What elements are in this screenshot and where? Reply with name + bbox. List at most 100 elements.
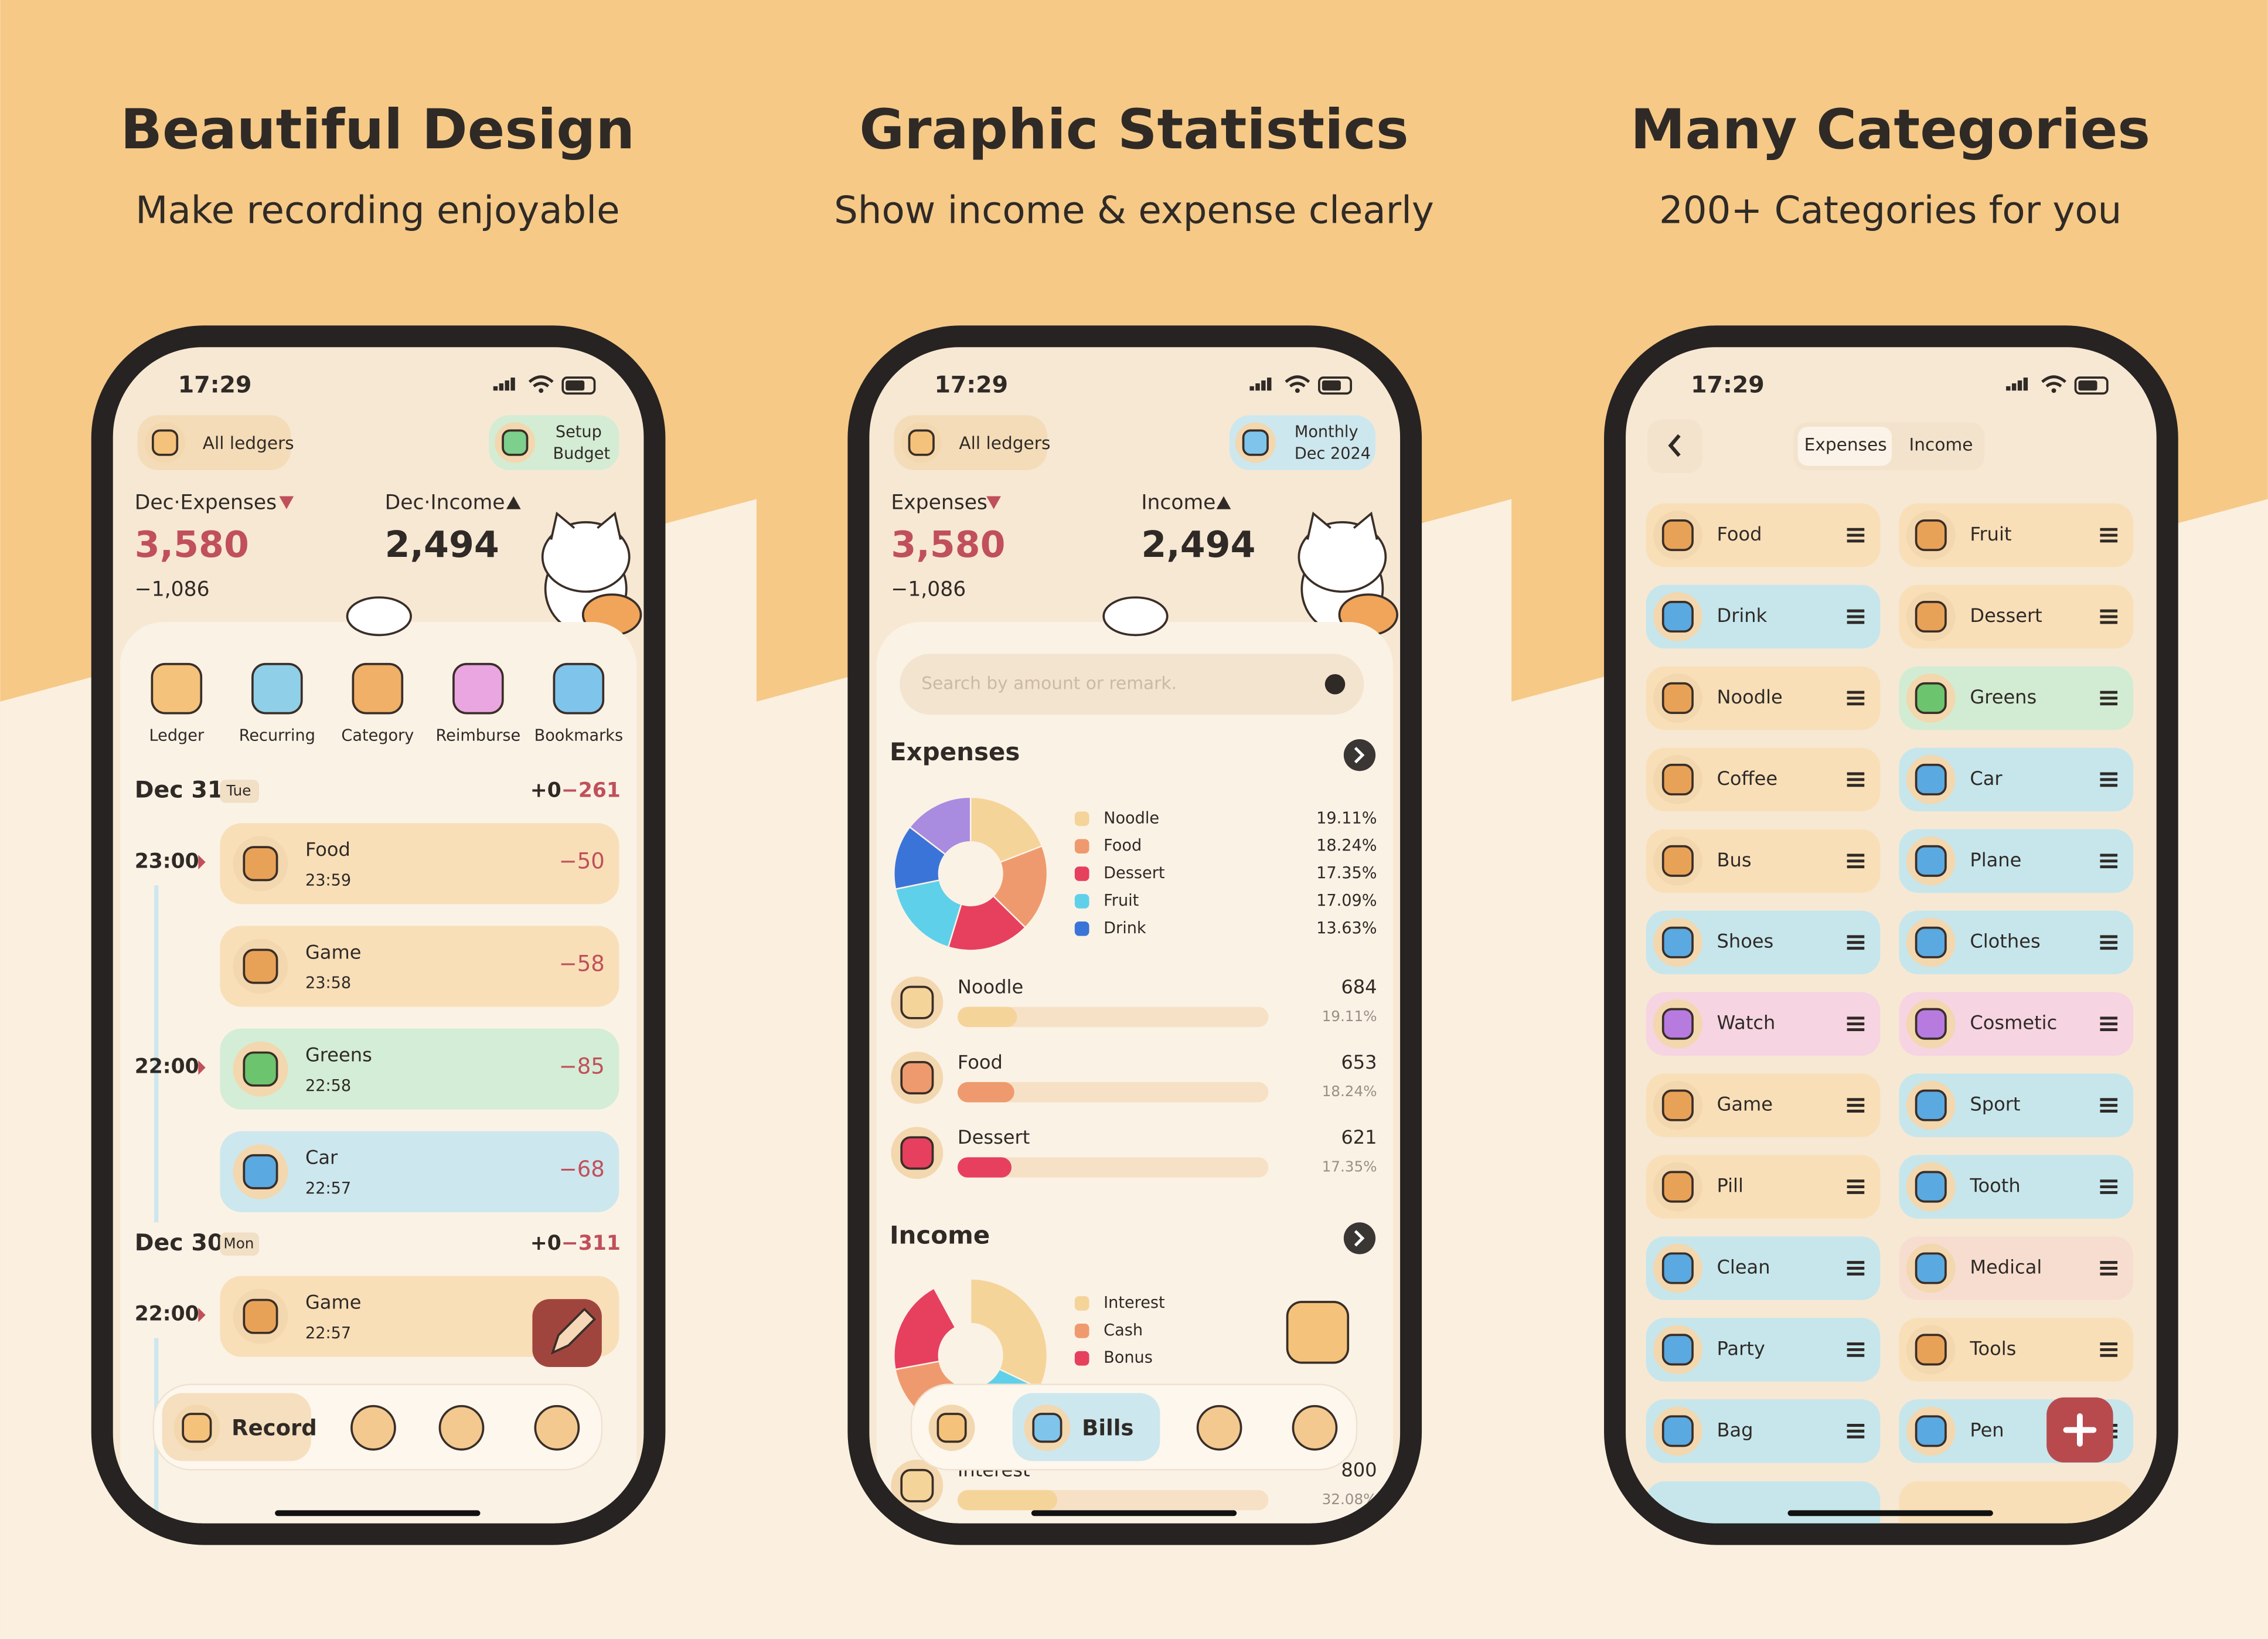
category-name: Dessert (1970, 604, 2042, 627)
category-card[interactable] (1899, 1318, 2134, 1382)
expense-arrow (279, 496, 294, 509)
category-card[interactable] (1899, 829, 2134, 893)
mascot-head (541, 521, 631, 593)
category-card[interactable] (1646, 829, 1881, 893)
category-card[interactable] (1899, 910, 2134, 975)
entry-time: 23:58 (305, 974, 351, 992)
income-label: Dec·Income (385, 491, 505, 514)
icon (900, 1136, 934, 1170)
entry-hour: 23:00 (135, 849, 199, 873)
category-name: Plane (1970, 849, 2021, 871)
day-weekday: Tue (226, 782, 251, 799)
icon (908, 429, 935, 456)
category-name: Shoes (1717, 930, 1774, 953)
category-card[interactable] (1899, 747, 2134, 812)
signal-bar (2017, 380, 2022, 391)
ledger-name: All ledgers (203, 433, 294, 453)
category-card[interactable] (1899, 1073, 2134, 1137)
pie-slice (947, 895, 1027, 951)
row-percent: 18.24% (1322, 1083, 1377, 1100)
legend-swatch (1074, 894, 1089, 909)
category-card-partial (1646, 1481, 1881, 1524)
search-placeholder: Search by amount or remark. (921, 674, 1177, 693)
category-card[interactable] (1646, 1318, 1881, 1382)
nav-icon (1292, 1405, 1338, 1451)
battery-level (1322, 380, 1341, 391)
icon (243, 1051, 278, 1087)
search-bar[interactable] (900, 654, 1364, 715)
row-amount: 684 (1341, 975, 1377, 998)
icon (1661, 845, 1694, 877)
category-card[interactable] (1646, 910, 1881, 975)
legend-name: Interest (1104, 1294, 1165, 1312)
icon (1915, 845, 1947, 877)
icon (1661, 519, 1694, 552)
wifi-dot (1295, 388, 1300, 393)
section-arrow[interactable] (1343, 739, 1376, 771)
category-card[interactable] (1646, 503, 1881, 567)
legend-name: Noodle (1104, 809, 1159, 827)
row-name: Dessert (958, 1126, 1030, 1148)
pie-slice (969, 1278, 1048, 1390)
nav-icon (350, 1405, 396, 1451)
signal-bar (1255, 383, 1260, 391)
icon (1915, 1252, 1947, 1284)
budget-line: Budget (553, 444, 611, 463)
battery-level (566, 380, 585, 391)
section-arrow[interactable] (1343, 1222, 1376, 1254)
icon (1661, 682, 1694, 714)
nav-icon (1196, 1405, 1242, 1451)
entry-card (220, 1131, 619, 1213)
category-name: Noodle (1717, 686, 1783, 708)
icon (1661, 926, 1694, 958)
entry-card (220, 926, 619, 1007)
tab-selected[interactable] (1797, 426, 1892, 466)
category-card[interactable] (1899, 1155, 2134, 1219)
row-amount: 653 (1341, 1051, 1377, 1073)
day-income: +0 (530, 778, 561, 802)
category-card[interactable] (1646, 666, 1881, 730)
category-card[interactable] (1646, 1236, 1881, 1300)
entry-time: 22:57 (305, 1324, 351, 1342)
category-name: Greens (1970, 686, 2037, 708)
entry-name: Food (305, 838, 350, 861)
period-line: Dec 2024 (1295, 444, 1371, 463)
icon (1661, 763, 1694, 795)
screen-content: 17:29 All ledgers Dec·Expenses 3,580 −1,086 D… (120, 371, 642, 1524)
category-card[interactable] (1899, 584, 2134, 649)
back-button[interactable] (1647, 419, 1702, 473)
weekday-tag (220, 1232, 259, 1256)
status-time: 17:29 (934, 371, 1008, 398)
shortcut-label: Bookmarks (534, 727, 624, 745)
hour-pointer (198, 1307, 206, 1322)
row-amount: 800 (1341, 1459, 1377, 1481)
legend-swatch (1074, 866, 1089, 881)
row-bar-track (957, 1157, 1269, 1178)
category-card[interactable] (1899, 1236, 2134, 1300)
category-card[interactable] (1646, 1399, 1881, 1463)
home-indicator (1031, 1510, 1237, 1516)
icon (502, 429, 529, 456)
category-card[interactable] (1899, 666, 2134, 730)
category-card[interactable] (1646, 1073, 1881, 1137)
category-card[interactable] (1899, 503, 2134, 567)
shortcut-icon (452, 662, 504, 715)
category-name: Fruit (1970, 523, 2011, 545)
panel-subtitle: 200+ Categories for you (1659, 188, 2121, 232)
legend-name: Food (1104, 836, 1142, 855)
icon (243, 1298, 278, 1334)
shortcut-icon (553, 662, 605, 715)
nav-icon (438, 1405, 485, 1451)
icon (1242, 429, 1269, 456)
category-card[interactable] (1899, 992, 2134, 1056)
category-name: Coffee (1717, 767, 1778, 790)
legend-name: Bonus (1104, 1349, 1153, 1367)
battery-level (2078, 380, 2097, 391)
category-card[interactable] (1646, 747, 1881, 812)
icon (243, 1154, 278, 1189)
category-card[interactable] (1646, 584, 1881, 649)
category-card[interactable] (1646, 1155, 1881, 1219)
category-card[interactable] (1646, 992, 1881, 1056)
row-amount: 621 (1341, 1126, 1377, 1148)
